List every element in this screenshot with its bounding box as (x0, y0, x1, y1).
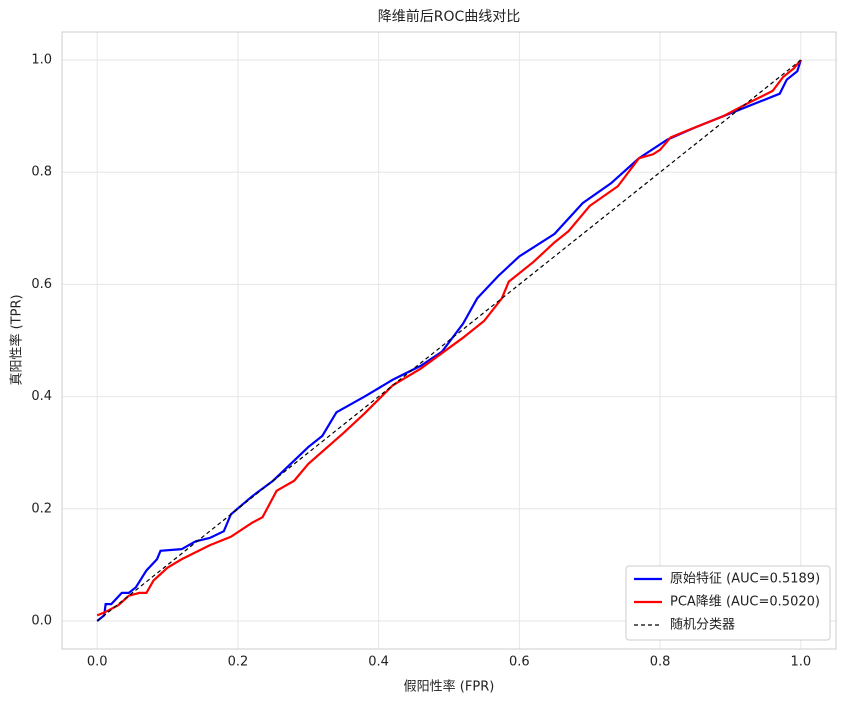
y-tick-label: 0.8 (31, 165, 52, 180)
y-tick-label: 0.2 (31, 501, 52, 516)
legend-label: 原始特征 (AUC=0.5189) (670, 572, 820, 587)
y-axis-label: 真阳性率 (TPR) (9, 294, 25, 385)
legend-label: PCA降维 (AUC=0.5020) (670, 595, 820, 610)
x-tick-label: 0.8 (650, 655, 671, 670)
x-tick-label: 1.0 (790, 655, 811, 670)
plot-frame (61, 31, 837, 650)
x-axis-label: 假阳性率 (FPR) (404, 679, 495, 695)
line-series (96, 59, 802, 622)
y-tick-label: 0.0 (31, 613, 52, 628)
x-tick-label: 0.0 (87, 655, 108, 670)
legend: 原始特征 (AUC=0.5189) PCA降维 (AUC=0.5020) 随机分类器 (625, 565, 831, 641)
chart-title: 降维前后ROC曲线对比 (378, 8, 521, 25)
legend-box (625, 565, 831, 641)
x-tick-label: 0.6 (509, 655, 530, 670)
legend-label: 随机分类器 (670, 618, 735, 633)
y-tick-label: 0.4 (31, 389, 52, 404)
y-tick-label: 0.6 (31, 277, 52, 292)
line-series (96, 59, 802, 622)
x-tick-label: 0.2 (228, 655, 249, 670)
x-tick-label: 0.4 (368, 655, 389, 670)
line-series (96, 59, 802, 617)
y-tick-label: 1.0 (31, 53, 52, 68)
